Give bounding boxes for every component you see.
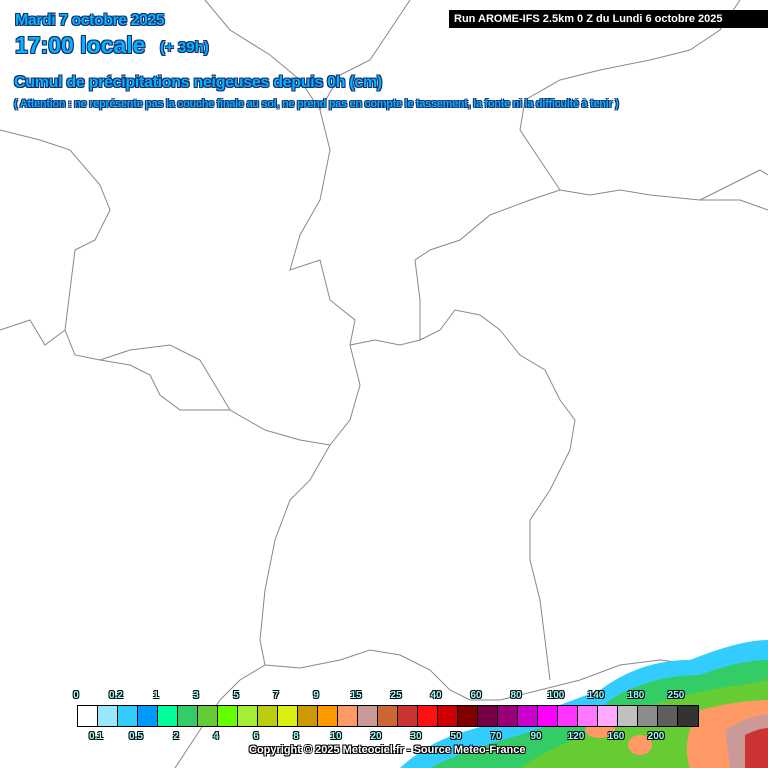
legend-label: 2 (173, 731, 179, 742)
border-line (419, 309, 576, 681)
border-line (699, 169, 768, 201)
legend-swatch (218, 706, 238, 726)
legend-label: 180 (627, 690, 645, 701)
warning-note: ( Attention : ne représente pas la couch… (14, 98, 619, 110)
legend-swatch (278, 706, 298, 726)
forecast-time: 17:00 locale (15, 32, 146, 58)
legend-label: 70 (490, 731, 502, 742)
legend-label: 200 (647, 731, 665, 742)
legend-swatch (318, 706, 338, 726)
legend-swatch (458, 706, 478, 726)
legend-swatch (638, 706, 658, 726)
legend-label: 0 (73, 690, 79, 701)
legend-label: 30 (410, 731, 422, 742)
legend-swatch (258, 706, 278, 726)
map-title: Cumul de précipitations neigeuses depuis… (14, 74, 382, 91)
legend-label: 5 (233, 690, 239, 701)
legend-label: 20 (370, 731, 382, 742)
legend-label: 7 (273, 690, 279, 701)
border-line (0, 319, 66, 346)
legend-swatch (598, 706, 618, 726)
legend-label: 160 (607, 731, 625, 742)
legend-label: 0.2 (109, 690, 123, 701)
legend-swatch (518, 706, 538, 726)
border-line (349, 189, 768, 346)
legend-label: 140 (587, 690, 605, 701)
legend-label: 15 (350, 690, 362, 701)
legend-swatch (178, 706, 198, 726)
legend-label: 0.5 (129, 731, 143, 742)
border-line (519, 0, 741, 191)
legend-swatch (678, 706, 698, 726)
legend-swatch (118, 706, 138, 726)
legend-label: 9 (313, 690, 319, 701)
legend-label: 60 (470, 690, 482, 701)
legend-label: 120 (567, 731, 585, 742)
lead-time: (+ 39h) (160, 39, 209, 56)
legend-swatch (398, 706, 418, 726)
legend-swatch (98, 706, 118, 726)
legend-swatch (78, 706, 98, 726)
legend-label: 90 (530, 731, 542, 742)
border-line (0, 0, 361, 446)
legend-label: 25 (390, 690, 402, 701)
legend-swatch (418, 706, 438, 726)
legend-label: 80 (510, 690, 522, 701)
border-line (99, 344, 231, 411)
legend-label: 100 (547, 690, 565, 701)
legend-swatch (158, 706, 178, 726)
legend-swatch (658, 706, 678, 726)
legend-swatch (578, 706, 598, 726)
legend-label: 50 (450, 731, 462, 742)
run-info: Run AROME-IFS 2.5km 0 Z du Lundi 6 octob… (449, 10, 768, 28)
legend-swatch (338, 706, 358, 726)
legend-label: 250 (667, 690, 685, 701)
legend-swatch (438, 706, 458, 726)
legend-label: 6 (253, 731, 259, 742)
legend-swatch (378, 706, 398, 726)
border-line (319, 0, 411, 111)
copyright: Copyright © 2025 Meteociel.fr - Source M… (249, 744, 526, 756)
legend-swatch (238, 706, 258, 726)
legend-swatch (498, 706, 518, 726)
legend-label: 3 (193, 690, 199, 701)
legend-label: 1 (153, 690, 159, 701)
forecast-date: Mardi 7 octobre 2025 (15, 12, 165, 29)
legend-label: 10 (330, 731, 342, 742)
legend-label: 4 (213, 731, 219, 742)
legend-label: 0.1 (89, 731, 103, 742)
legend-label: 40 (430, 690, 442, 701)
legend-swatch (298, 706, 318, 726)
legend-swatch (198, 706, 218, 726)
legend-swatch (618, 706, 638, 726)
legend-swatch (478, 706, 498, 726)
legend-swatch (538, 706, 558, 726)
snow-areas (400, 640, 768, 768)
legend-label: 8 (293, 731, 299, 742)
legend-swatch (358, 706, 378, 726)
legend-swatch (558, 706, 578, 726)
legend-swatch (138, 706, 158, 726)
color-legend (77, 705, 699, 727)
